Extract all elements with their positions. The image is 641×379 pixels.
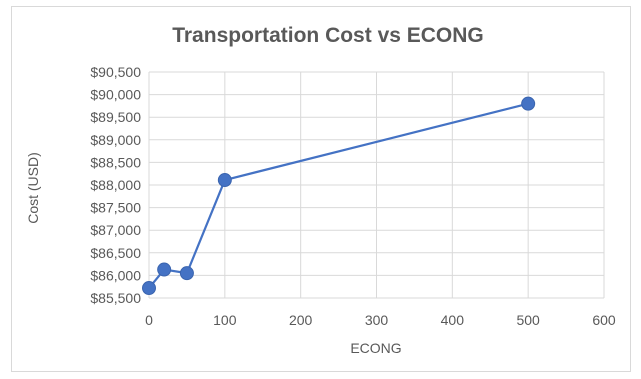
data-point: [157, 262, 172, 277]
y-axis-ticks: $85,500 $86,000 $86,500 $87,000 $87,500 $88,0…: [90, 64, 141, 306]
x-tick-label: 500: [516, 312, 540, 328]
y-tick-label: $89,500: [90, 109, 141, 125]
x-tick-label: 100: [213, 312, 237, 328]
data-point: [521, 96, 536, 111]
y-tick-label: $85,500: [90, 290, 141, 306]
y-axis-label: Cost (USD): [25, 152, 41, 224]
series-group: [142, 96, 536, 296]
y-tick-label: $88,000: [90, 177, 141, 193]
y-tick-label: $90,000: [90, 87, 141, 103]
data-point: [142, 281, 156, 296]
y-tick-label: $88,500: [90, 154, 141, 170]
x-axis-ticks: 0 100 200 300 400 500 600: [145, 312, 616, 328]
data-point: [217, 173, 232, 188]
x-axis-label: ECONG: [350, 340, 401, 356]
y-tick-label: $87,000: [90, 222, 141, 238]
chart-title: Transportation Cost vs ECONG: [172, 24, 484, 47]
data-point: [179, 266, 194, 281]
y-tick-label: $90,500: [90, 64, 141, 80]
x-tick-label: 400: [441, 312, 465, 328]
x-tick-label: 200: [289, 312, 313, 328]
y-tick-label: $86,000: [90, 267, 141, 283]
x-tick-label: 300: [365, 312, 389, 328]
x-tick-label: 600: [592, 312, 616, 328]
grid-lines: [148, 71, 605, 299]
y-tick-label: $89,000: [90, 132, 141, 148]
y-tick-label: $87,500: [90, 200, 141, 216]
series-line: [148, 102, 529, 289]
y-tick-label: $86,500: [90, 245, 141, 261]
x-tick-label: 0: [145, 312, 153, 328]
